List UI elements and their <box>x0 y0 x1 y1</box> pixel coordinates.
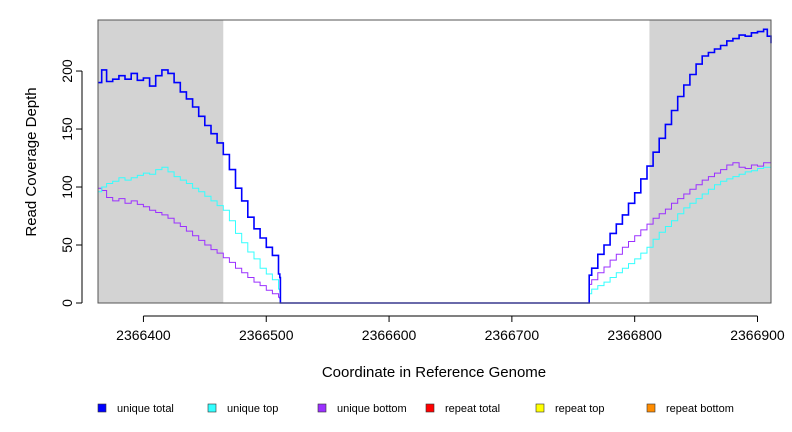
legend-swatch <box>425 403 435 413</box>
shaded-region-2 <box>649 20 771 303</box>
legend-label: unique bottom <box>337 403 407 415</box>
x-tick-label: 2366900 <box>730 327 785 343</box>
x-tick-label: 2366400 <box>116 327 171 343</box>
legend-item-repeat-total: repeat total <box>425 403 500 415</box>
x-tick-label: 2366500 <box>239 327 294 343</box>
y-axis-label: Read Coverage Depth <box>23 87 40 236</box>
shaded-region-1 <box>98 20 224 303</box>
x-tick-label: 2366700 <box>485 327 540 343</box>
x-axis-label: Coordinate in Reference Genome <box>322 364 546 381</box>
legend: unique total unique top unique bottom repea… <box>97 403 734 415</box>
x-axis: 2366400 2366500 2366600 2366700 2366800 23669… <box>116 315 785 343</box>
shaded-regions <box>98 20 771 303</box>
legend-label: repeat bottom <box>666 403 734 415</box>
legend-label: repeat top <box>555 403 605 415</box>
legend-swatch <box>97 403 107 413</box>
legend-swatch <box>535 403 545 413</box>
x-tick-label: 2366600 <box>362 327 417 343</box>
y-tick-label: 100 <box>59 175 75 199</box>
legend-label: unique top <box>227 403 278 415</box>
legend-item-repeat-top: repeat top <box>535 403 605 415</box>
legend-label: repeat total <box>445 403 500 415</box>
legend-item-unique-top: unique top <box>207 403 278 415</box>
y-axis: 0 50 100 150 200 <box>59 59 83 307</box>
legend-item-repeat-bottom: repeat bottom <box>646 403 734 415</box>
legend-label: unique total <box>117 403 174 415</box>
legend-swatch <box>646 403 656 413</box>
y-tick-label: 50 <box>59 237 75 253</box>
plot-frame <box>97 19 772 304</box>
legend-item-unique-bottom: unique bottom <box>317 403 407 415</box>
legend-item-unique-total: unique total <box>97 403 174 415</box>
y-tick-label: 150 <box>59 117 75 141</box>
y-tick-label: 200 <box>59 59 75 83</box>
legend-swatch <box>207 403 217 413</box>
y-tick-label: 0 <box>59 299 75 307</box>
x-tick-label: 2366800 <box>607 327 662 343</box>
legend-swatch <box>317 403 327 413</box>
